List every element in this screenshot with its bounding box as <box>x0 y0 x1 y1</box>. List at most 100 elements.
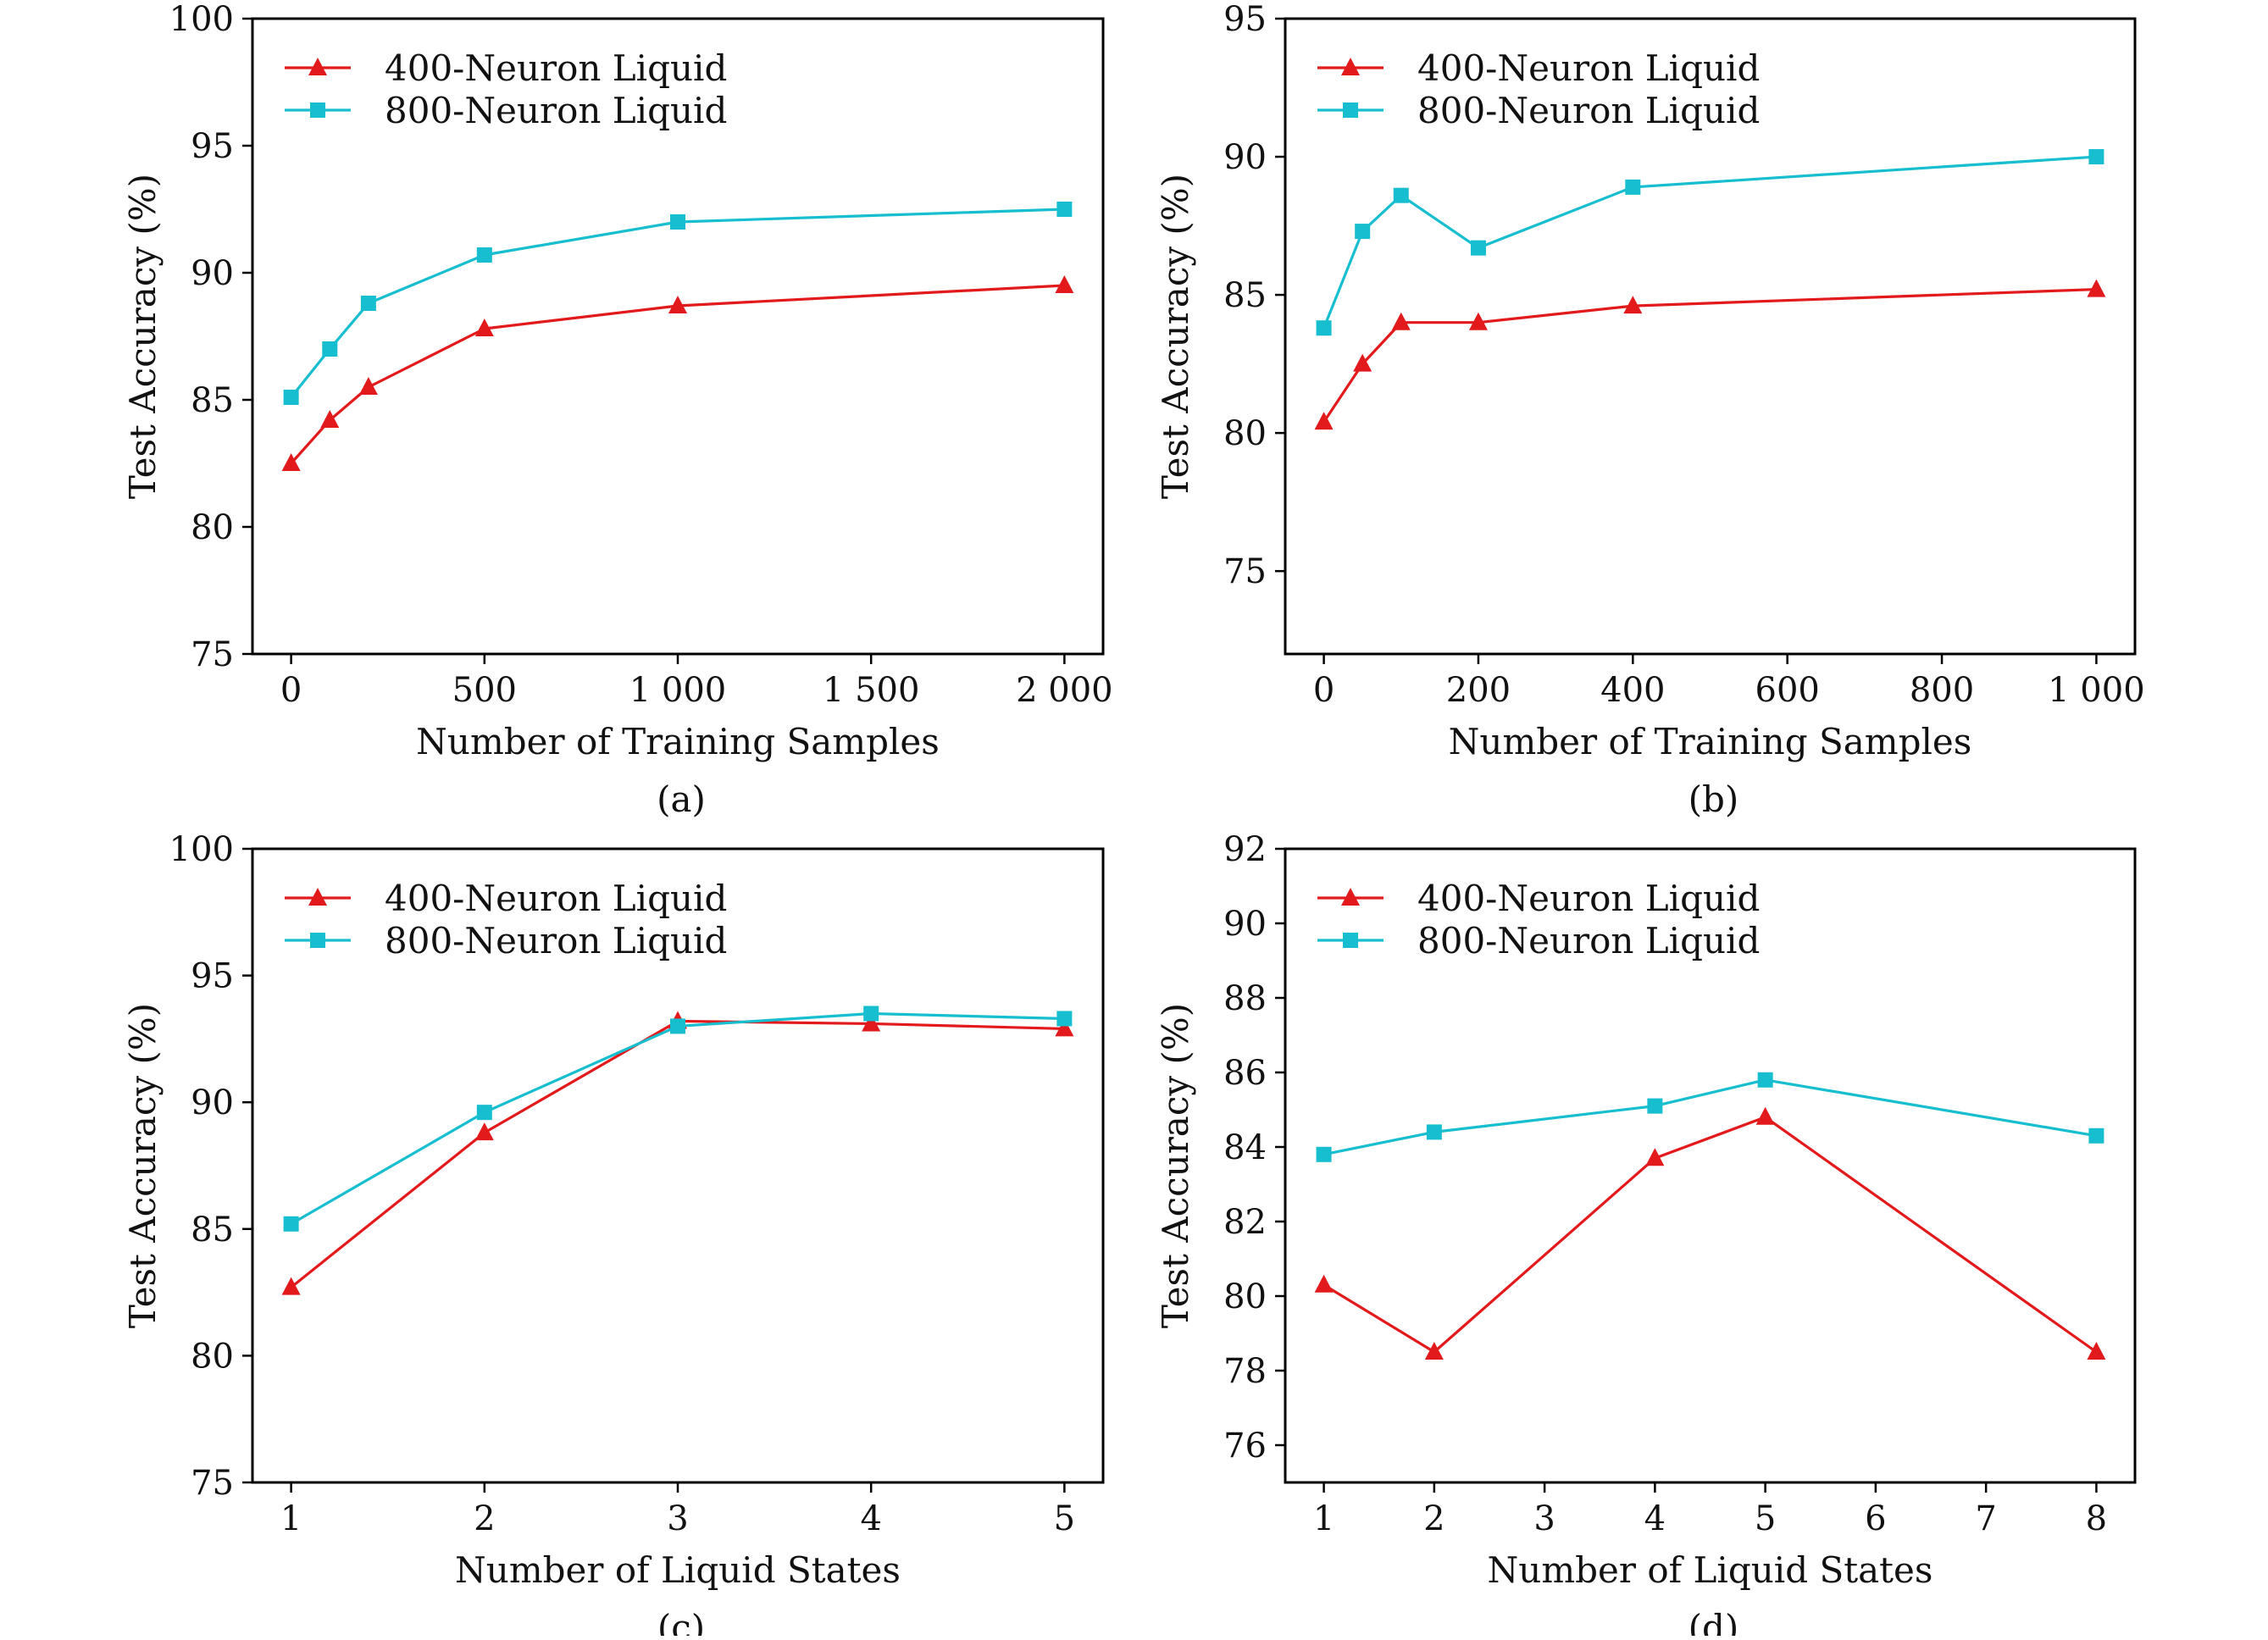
y-axis-label: Test Accuracy (%) <box>1155 1003 1196 1328</box>
data-point <box>1393 187 1409 203</box>
legend-entry: 800-Neuron Liquid <box>1317 920 1760 961</box>
legend-entry: 400-Neuron Liquid <box>1317 47 1760 89</box>
data-point <box>281 1277 301 1295</box>
data-point <box>1055 275 1074 293</box>
data-point <box>1623 296 1643 314</box>
data-point <box>668 296 687 313</box>
series-line-400 <box>290 1019 1065 1288</box>
x-tick-label: 2 <box>1423 1499 1445 1538</box>
data-point <box>862 1013 881 1032</box>
x-tick-label: 7 <box>1975 1499 1996 1538</box>
data-point <box>283 1216 299 1232</box>
panel-caption: (d) <box>1689 1607 1739 1636</box>
y-tick-label: 95 <box>191 957 234 996</box>
data-point <box>1647 1098 1663 1114</box>
y-tick-label: 82 <box>1223 1203 1267 1242</box>
series-line-800 <box>290 1011 1065 1226</box>
legend-marker <box>1343 102 1358 118</box>
x-tick-label: 5 <box>1755 1499 1776 1538</box>
y-tick-label: 80 <box>191 1337 234 1376</box>
data-point <box>670 214 685 230</box>
legend-label: 400-Neuron Liquid <box>1417 47 1760 89</box>
data-point <box>474 319 494 336</box>
data-point <box>1355 224 1371 240</box>
data-point <box>474 1122 494 1141</box>
y-tick-label: 85 <box>1223 276 1267 315</box>
x-tick-label: 800 <box>1910 671 1974 710</box>
y-tick-label: 75 <box>191 1464 234 1503</box>
data-point <box>2088 1128 2104 1144</box>
x-tick-label: 1 500 <box>823 671 920 710</box>
legend-label: 800-Neuron Liquid <box>1417 90 1760 131</box>
series-line-800 <box>1323 155 2097 329</box>
legend-label: 400-Neuron Liquid <box>385 878 727 919</box>
y-tick-label: 100 <box>169 830 234 869</box>
y-tick-label: 80 <box>1223 414 1267 453</box>
y-tick-label: 78 <box>1223 1352 1267 1391</box>
data-point <box>1470 240 1486 256</box>
data-point <box>360 296 376 311</box>
data-point <box>476 1105 492 1121</box>
x-tick-label: 600 <box>1755 671 1820 710</box>
data-point <box>1755 1106 1775 1125</box>
y-tick-label: 80 <box>191 508 234 547</box>
x-tick-label: 4 <box>860 1499 881 1538</box>
x-tick-label: 1 000 <box>2048 671 2145 710</box>
data-point <box>1316 320 1332 336</box>
data-point <box>1055 1018 1074 1037</box>
x-tick-label: 1 <box>280 1499 302 1538</box>
y-tick-label: 85 <box>191 381 234 420</box>
data-point <box>1757 1072 1773 1088</box>
legend-label: 400-Neuron Liquid <box>385 47 727 89</box>
legend-entry: 800-Neuron Liquid <box>1317 90 1760 131</box>
panel-caption: (c) <box>657 1607 705 1636</box>
y-tick-label: 75 <box>1223 552 1267 591</box>
legend-marker <box>1341 58 1360 75</box>
legend-entry: 400-Neuron Liquid <box>285 47 727 89</box>
data-point <box>1625 179 1641 195</box>
data-point <box>1468 312 1488 330</box>
x-tick-label: 1 <box>1313 1499 1334 1538</box>
y-tick-label: 92 <box>1223 830 1267 869</box>
y-axis-label: Test Accuracy (%) <box>122 174 164 499</box>
x-tick-label: 0 <box>1313 671 1334 710</box>
y-tick-label: 95 <box>1223 0 1267 39</box>
x-tick-label: 8 <box>2086 1499 2107 1538</box>
chart-panel-a: 0 500 1 000 1 500 2 000 75 80 85 90 95 100 Number o… <box>122 0 1113 820</box>
legend-marker <box>1343 933 1358 948</box>
x-tick-label: 2 000 <box>1016 671 1113 710</box>
y-tick-label: 76 <box>1223 1427 1267 1465</box>
legend-entry: 800-Neuron Liquid <box>285 920 727 961</box>
series-line-400 <box>1323 287 2097 423</box>
x-tick-label: 5 <box>1054 1499 1075 1538</box>
series-line-800 <box>290 208 1065 398</box>
data-point <box>1314 412 1334 430</box>
data-point <box>1645 1148 1665 1166</box>
x-tick-label: 4 <box>1644 1499 1666 1538</box>
data-point <box>281 453 301 471</box>
plot-frame <box>1284 847 2137 1484</box>
data-point <box>1426 1124 1442 1140</box>
legend-entry: 400-Neuron Liquid <box>285 878 727 919</box>
y-tick-label: 80 <box>1223 1277 1267 1316</box>
data-point <box>2087 1342 2106 1360</box>
data-point <box>2087 279 2106 297</box>
legend-marker <box>308 58 327 75</box>
y-tick-label: 90 <box>1223 905 1267 944</box>
legend-entry: 800-Neuron Liquid <box>285 90 727 131</box>
y-tick-label: 100 <box>169 0 234 39</box>
y-tick-label: 88 <box>1223 979 1267 1018</box>
y-axis-label: Test Accuracy (%) <box>1155 174 1196 499</box>
x-tick-label: 1 000 <box>629 671 727 710</box>
data-point <box>1424 1342 1444 1360</box>
y-tick-label: 90 <box>1223 138 1267 177</box>
panel-caption: (a) <box>657 778 706 820</box>
y-axis-label: Test Accuracy (%) <box>122 1003 164 1328</box>
x-tick-label: 200 <box>1446 671 1511 710</box>
legend-entry: 400-Neuron Liquid <box>1317 878 1760 919</box>
x-axis-label: Number of Training Samples <box>416 721 940 762</box>
y-tick-label: 75 <box>191 635 234 674</box>
